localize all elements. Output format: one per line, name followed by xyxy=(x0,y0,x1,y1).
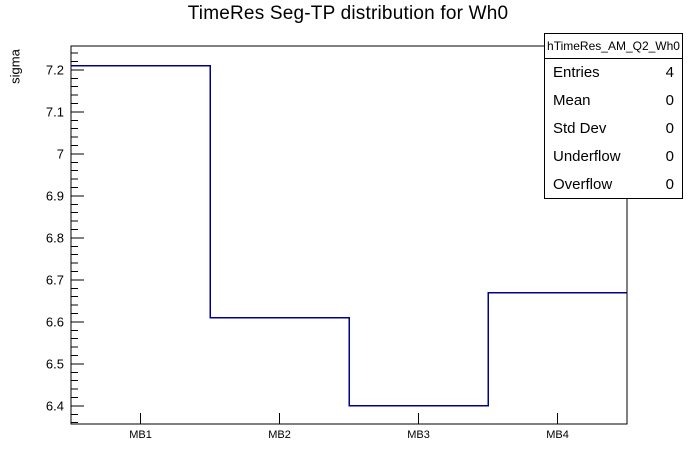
stats-value: 0 xyxy=(665,92,674,110)
stats-label: Overflow xyxy=(553,175,613,193)
y-tick-label: 6.9 xyxy=(46,188,64,203)
y-tick-label: 7.1 xyxy=(46,104,64,119)
y-tick-label: 6.8 xyxy=(46,230,64,245)
stats-rows: Entries 4 Mean 0 Std Dev 0 Underflow 0 O… xyxy=(545,59,682,198)
stats-row: Mean 0 xyxy=(545,87,682,115)
x-tick-label: MB1 xyxy=(129,429,152,441)
y-tick-label: 7 xyxy=(57,146,64,161)
stats-value: 0 xyxy=(665,147,674,165)
stats-box: hTimeRes_AM_Q2_Wh0 Entries 4 Mean 0 Std … xyxy=(544,33,683,199)
y-tick-label: 6.6 xyxy=(46,314,64,329)
stats-label: Entries xyxy=(553,64,600,82)
stats-row: Overflow 0 xyxy=(545,170,682,198)
stats-row: Entries 4 xyxy=(545,59,682,87)
x-tick-label: MB2 xyxy=(268,429,291,441)
histogram-line xyxy=(71,64,627,407)
stats-label: Mean xyxy=(553,92,591,110)
stats-label: Std Dev xyxy=(553,119,607,137)
stats-value: 0 xyxy=(665,119,674,137)
stats-row: Underflow 0 xyxy=(545,142,682,170)
x-tick-label: MB3 xyxy=(407,429,430,441)
stats-row: Std Dev 0 xyxy=(545,115,682,143)
y-tick-label: 7.2 xyxy=(46,62,64,77)
x-tick-label: MB4 xyxy=(546,429,569,441)
stats-box-title: hTimeRes_AM_Q2_Wh0 xyxy=(545,34,682,59)
y-tick-label: 6.4 xyxy=(46,398,64,413)
chart-title: TimeRes Seg-TP distribution for Wh0 xyxy=(187,3,509,24)
stats-label: Underflow xyxy=(553,147,621,165)
plot-frame xyxy=(70,45,628,425)
y-tick-label: 6.5 xyxy=(46,356,64,371)
stats-value: 0 xyxy=(665,175,674,193)
y-tick-label: 6.7 xyxy=(46,272,64,287)
stats-value: 4 xyxy=(665,64,674,82)
